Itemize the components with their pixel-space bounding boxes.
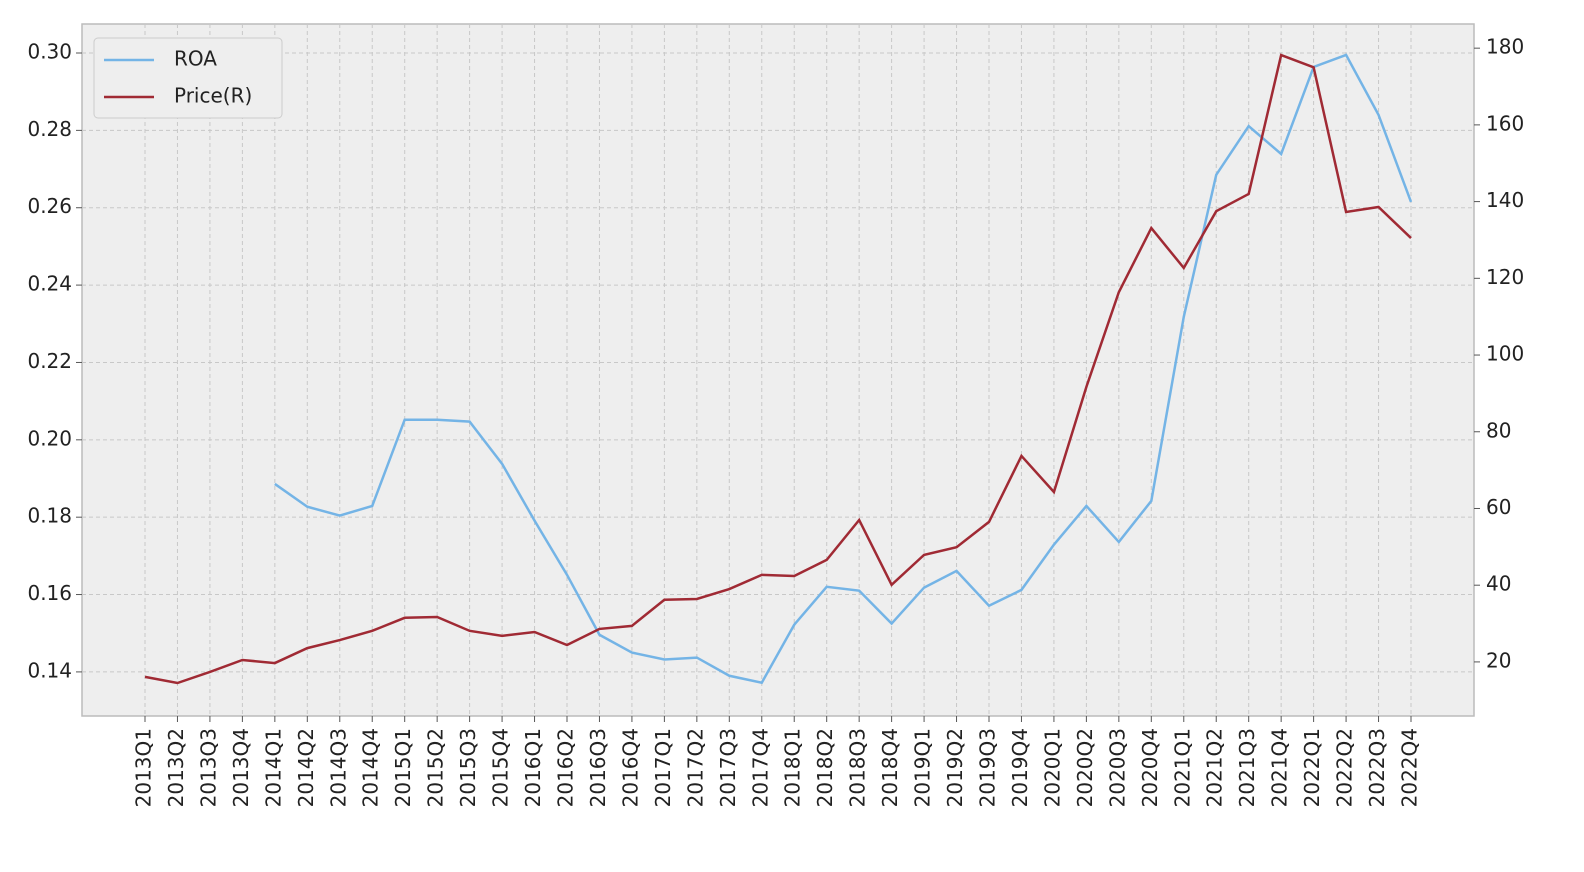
line-series xyxy=(144,53,1412,685)
y-tick-label: 0.20 xyxy=(27,426,72,450)
x-tick-label: 2016Q4 xyxy=(618,728,642,807)
x-tick-label: 2013Q3 xyxy=(196,728,220,807)
y2-tick-label: 60 xyxy=(1486,495,1511,519)
x-tick-label: 2014Q2 xyxy=(294,728,318,807)
y2-tick-label: 160 xyxy=(1486,111,1524,135)
x-tick-label: 2020Q2 xyxy=(1073,728,1097,807)
line-series xyxy=(274,53,1413,685)
legend: ROA Price(R) xyxy=(93,37,283,119)
x-tick-label: 2017Q1 xyxy=(651,728,675,807)
y2-tick-label: 180 xyxy=(1486,35,1524,59)
y-tick-label: 0.24 xyxy=(27,272,72,296)
x-tick-label: 2022Q3 xyxy=(1365,728,1389,807)
marks xyxy=(144,53,1413,685)
y-tick-label: 0.18 xyxy=(27,504,72,528)
y2-tick-label: 120 xyxy=(1486,265,1524,289)
x-tick-label: 2021Q2 xyxy=(1203,728,1227,807)
y2-tick-label: 140 xyxy=(1486,188,1524,212)
y-tick-label: 0.14 xyxy=(27,658,72,682)
x-tick-label: 2015Q4 xyxy=(489,728,513,807)
x-tick-label: 2021Q3 xyxy=(1235,728,1259,807)
x-tick-label: 2018Q2 xyxy=(813,728,837,807)
y2-tick-label: 80 xyxy=(1486,418,1511,442)
x-tick-label: 2019Q2 xyxy=(943,728,967,807)
x-tick-label: 2021Q1 xyxy=(1170,728,1194,807)
x-tick-label: 2020Q4 xyxy=(1138,728,1162,807)
x-tick-label: 2019Q3 xyxy=(976,728,1000,807)
legend-label: Price(R) xyxy=(174,84,252,108)
plot-area xyxy=(81,23,1475,717)
y2-tick-label: 100 xyxy=(1486,342,1524,366)
y-tick-label: 0.26 xyxy=(27,194,72,218)
x-tick-label: 2018Q1 xyxy=(781,728,805,807)
x-tick-label: 2014Q4 xyxy=(359,728,383,807)
legend-label: ROA xyxy=(174,47,217,71)
x-tick-label: 2022Q1 xyxy=(1300,728,1324,807)
y-tick-label: 0.16 xyxy=(27,581,72,605)
x-tick-label: 2015Q3 xyxy=(456,728,480,807)
grid xyxy=(82,24,1474,716)
x-tick-label: 2018Q3 xyxy=(846,728,870,807)
y-tick-label: 0.30 xyxy=(27,40,72,64)
x-tick-label: 2022Q2 xyxy=(1333,728,1357,807)
x-tick-label: 2018Q4 xyxy=(878,728,902,807)
x-tick-label: 2013Q4 xyxy=(229,728,253,807)
x-tick-label: 2017Q3 xyxy=(716,728,740,807)
x-tick-label: 2013Q1 xyxy=(132,728,156,807)
x-tick-label: 2019Q1 xyxy=(911,728,935,807)
x-tick-label: 2020Q3 xyxy=(1105,728,1129,807)
y2-tick-label: 20 xyxy=(1486,648,1511,672)
x-tick-label: 2015Q1 xyxy=(391,728,415,807)
y-tick-label: 0.22 xyxy=(27,349,72,373)
axes: 0.14 0.16 0.18 0.20 0.22 0.24 0.26 0.28 0.30 20 40… xyxy=(27,35,1524,808)
x-tick-label: 2014Q1 xyxy=(261,728,285,807)
x-tick-label: 2013Q2 xyxy=(164,728,188,807)
x-tick-label: 2022Q4 xyxy=(1398,728,1422,807)
x-tick-label: 2016Q1 xyxy=(521,728,545,807)
x-tick-label: 2014Q3 xyxy=(326,728,350,807)
y-tick-label: 0.28 xyxy=(27,117,72,141)
x-tick-label: 2020Q1 xyxy=(1040,728,1064,807)
x-tick-label: 2019Q4 xyxy=(1008,728,1032,807)
x-tick-label: 2015Q2 xyxy=(424,728,448,807)
x-tick-label: 2016Q3 xyxy=(586,728,610,807)
x-tick-label: 2017Q4 xyxy=(748,728,772,807)
x-tick-label: 2016Q2 xyxy=(554,728,578,807)
y2-tick-label: 40 xyxy=(1486,572,1511,596)
x-tick-label: 2017Q2 xyxy=(683,728,707,807)
x-tick-label: 2021Q4 xyxy=(1268,728,1292,807)
